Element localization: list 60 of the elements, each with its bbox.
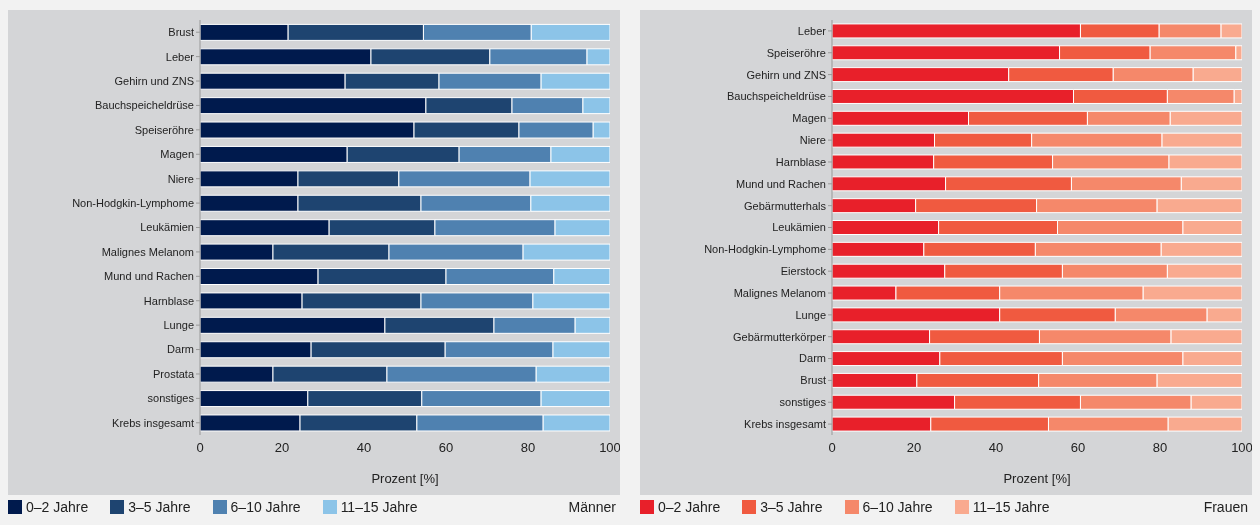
- y-tick-label: Malignes Melanom: [101, 245, 194, 258]
- y-tick-label: Gehirn und ZNS: [746, 68, 826, 81]
- x-tick-label: 0: [196, 440, 204, 456]
- legend-title: Frauen: [1203, 499, 1248, 515]
- y-tick-label: Gebärmutterhals: [744, 199, 827, 212]
- x-tick-label: 60: [1070, 440, 1086, 456]
- y-tick-label: Mund und Rachen: [104, 270, 194, 283]
- x-tick-label: 20: [274, 440, 290, 456]
- x-tick-label: 40: [356, 440, 372, 456]
- y-tick-label: Bauchspeicheldrüse: [94, 99, 194, 112]
- y-tick-label: Gebärmutterkörper: [733, 330, 827, 343]
- y-tick-label: Lunge: [795, 308, 826, 321]
- y-tick-label: Brust: [168, 26, 194, 39]
- y-tick-label: Mund und Rachen: [736, 177, 826, 190]
- x-tick-label: 20: [906, 440, 922, 456]
- y-tick-label: Harnblase: [143, 294, 194, 307]
- y-tick-label: Speiseröhre: [766, 46, 826, 59]
- y-tick-label: Leukämien: [772, 221, 826, 234]
- legend-title: Männer: [568, 499, 616, 515]
- legend-label: 3–5 Jahre: [759, 499, 823, 515]
- y-tick-label: Leber: [797, 24, 827, 37]
- legend-label: 11–15 Jahre: [971, 499, 1050, 515]
- y-tick-label: Non-Hodgkin-Lymphome: [72, 196, 194, 209]
- y-tick-label: Niere: [799, 134, 826, 147]
- y-tick-label: sonstiges: [147, 392, 195, 405]
- legend-label: 0–2 Jahre: [25, 499, 89, 515]
- legend-label: 6–10 Jahre: [229, 499, 301, 515]
- y-tick-label: Leber: [165, 50, 195, 63]
- y-tick-label: Prostata: [153, 367, 195, 380]
- x-tick-label: 80: [520, 440, 536, 456]
- legend-label: 3–5 Jahre: [127, 499, 191, 515]
- legend-label: 6–10 Jahre: [861, 499, 933, 515]
- y-tick-label: Non-Hodgkin-Lymphome: [704, 243, 826, 256]
- x-axis-title: Prozent [%]: [371, 471, 439, 486]
- y-tick-label: Lunge: [163, 319, 194, 332]
- y-tick-label: Brust: [800, 374, 826, 387]
- y-tick-label: Krebs insgesamt: [744, 417, 826, 430]
- x-tick-label: 0: [828, 440, 836, 456]
- x-axis-title: Prozent [%]: [1003, 471, 1071, 486]
- y-tick-label: sonstiges: [779, 396, 827, 409]
- y-tick-label: Niere: [167, 172, 194, 185]
- x-tick-label: 40: [988, 440, 1004, 456]
- x-tick-label: 100: [1231, 440, 1253, 456]
- y-tick-label: Krebs insgesamt: [112, 416, 194, 429]
- x-tick-label: 100: [599, 440, 621, 456]
- y-tick-label: Magen: [160, 148, 194, 161]
- y-tick-label: Eierstock: [780, 265, 827, 278]
- y-tick-label: Gehirn und ZNS: [114, 74, 194, 87]
- y-tick-label: Darm: [167, 343, 194, 356]
- y-tick-label: Magen: [792, 112, 826, 125]
- legend-label: 11–15 Jahre: [339, 499, 418, 515]
- y-tick-label: Darm: [799, 352, 826, 365]
- x-tick-label: 60: [438, 440, 454, 456]
- y-tick-label: Bauchspeicheldrüse: [726, 90, 826, 103]
- x-tick-label: 80: [1152, 440, 1168, 456]
- y-tick-label: Speiseröhre: [134, 123, 194, 136]
- y-tick-label: Harnblase: [775, 155, 826, 168]
- legend-label: 0–2 Jahre: [657, 499, 721, 515]
- y-tick-label: Malignes Melanom: [733, 286, 826, 299]
- y-tick-label: Leukämien: [140, 221, 194, 234]
